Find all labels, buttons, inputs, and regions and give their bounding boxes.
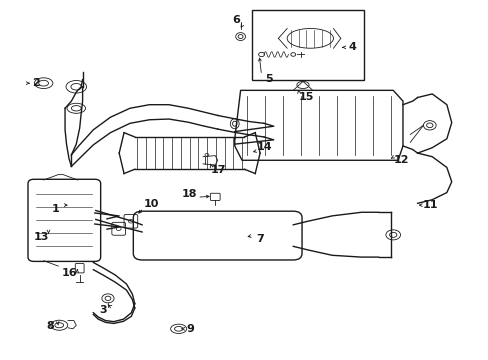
Text: 13: 13	[33, 232, 49, 242]
Text: 18: 18	[182, 189, 197, 199]
Text: 10: 10	[143, 199, 158, 210]
Text: 3: 3	[99, 305, 107, 315]
Text: 2: 2	[32, 78, 40, 88]
Text: 1: 1	[51, 204, 59, 214]
Text: 7: 7	[256, 234, 264, 244]
Text: 11: 11	[422, 200, 438, 210]
Text: 9: 9	[185, 324, 193, 334]
Text: 8: 8	[46, 321, 54, 331]
Bar	[251, 10, 363, 80]
Text: 15: 15	[298, 92, 313, 102]
Text: 17: 17	[210, 165, 226, 175]
Text: 12: 12	[393, 155, 408, 165]
Text: 5: 5	[264, 74, 272, 84]
Text: 14: 14	[257, 142, 272, 152]
Text: 4: 4	[348, 42, 356, 52]
Text: 6: 6	[231, 15, 239, 26]
Text: 16: 16	[62, 268, 78, 278]
